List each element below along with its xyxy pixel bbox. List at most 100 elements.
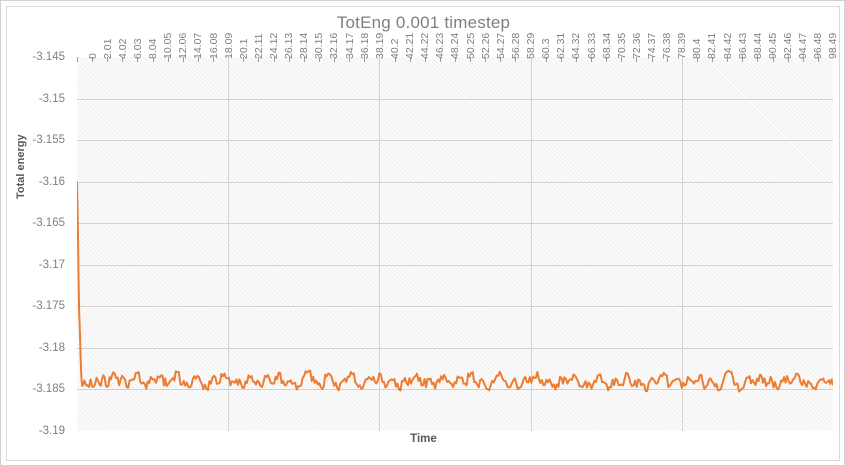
x-tick-mark [153,57,154,62]
x-tick-mark [213,57,214,62]
x-tick-mark [621,57,622,62]
x-tick-label: 76.38 [661,32,674,59]
x-tick-label: 4.02 [116,38,129,59]
y-tick-label: -3.165 [32,217,65,230]
x-tick-label: 48.24 [449,32,462,59]
gridline-horizontal [77,348,833,349]
x-tick-mark [198,57,199,62]
x-tick-label: 12.06 [177,32,190,59]
gridline-horizontal [77,223,833,224]
x-tick-mark [289,57,290,62]
y-tick-label: -3.145 [32,51,65,63]
y-tick-label: -3.17 [38,258,65,271]
x-tick-label: 2.01 [101,38,114,59]
x-tick-label: 72.36 [630,32,643,59]
x-tick-mark [122,57,123,62]
x-tick-label: 32.16 [328,32,341,59]
x-tick-label: 66.33 [585,32,598,59]
x-tick-label: 10.05 [162,32,175,59]
gridline-vertical [531,57,532,431]
x-tick-mark [137,57,138,62]
y-tick-label: -3.16 [38,175,65,188]
x-tick-mark [652,57,653,62]
x-tick-mark [107,57,108,62]
x-tick-mark [319,57,320,62]
x-tick-mark [92,57,93,62]
x-tick-label: 8.04 [147,38,160,59]
x-tick-label: 80.4 [691,38,704,59]
x-tick-mark [712,57,713,62]
x-tick-mark [803,57,804,62]
x-tick-label: 60.3 [540,38,553,59]
x-tick-mark [636,57,637,62]
x-tick-mark [455,57,456,62]
x-tick-label: 88.44 [751,32,764,59]
x-tick-label: 58.29 [525,32,538,59]
x-tick-label: 90.45 [766,32,779,59]
x-tick-label: 40.2 [388,38,401,59]
x-tick-label: 46.23 [434,32,447,59]
x-tick-label: 64.32 [570,32,583,59]
x-tick-mark [470,57,471,62]
x-tick-label: 52.26 [479,32,492,59]
chart-title: TotEng 0.001 timestep [336,13,511,32]
x-tick-label: 18.09 [222,32,235,59]
x-tick-mark [788,57,789,62]
x-tick-mark [485,57,486,62]
x-tick-label: 74.37 [646,32,658,59]
x-tick-mark [727,57,728,62]
x-tick-label: 22.11 [252,33,265,60]
x-tick-label: 26.13 [283,32,296,59]
x-tick-label: 84.42 [721,32,734,59]
gridline-horizontal [77,389,833,390]
gridline-horizontal [77,306,833,307]
y-tick-label: -3.185 [32,383,65,396]
x-tick-mark [77,57,78,62]
x-tick-mark [334,57,335,62]
x-tick-mark [697,57,698,62]
x-tick-mark [183,57,184,62]
x-tick-mark [757,57,758,62]
gridline-horizontal [77,99,833,100]
gridline-vertical [228,57,229,431]
x-tick-mark [410,57,411,62]
x-tick-mark [742,57,743,62]
x-tick-mark [425,57,426,62]
x-tick-label: 38.19 [373,32,386,59]
x-tick-label: 92.46 [782,32,795,59]
gridline-vertical [682,57,683,431]
x-tick-label: 96.48 [812,32,825,59]
x-tick-label: 42.21 [404,32,417,59]
gridline-horizontal [77,140,833,141]
x-axis: 0 2.01 4.02 6.03 8.04 10.05 12.06 14.07 16.08 18.… [77,33,840,101]
x-tick-label: 30.15 [313,32,326,59]
x-tick-mark [606,57,607,62]
x-tick-label: 98.49 [827,32,840,59]
series-toteng [77,181,833,393]
x-tick-mark [667,57,668,62]
y-tick-label: -3.19 [38,425,65,437]
x-tick-label: 50.25 [464,32,477,59]
x-tick-mark [500,57,501,62]
x-tick-label: 6.03 [131,38,144,59]
gridline-vertical [379,57,380,431]
x-tick-mark [591,57,592,62]
x-tick-label: 56.28 [509,32,522,59]
x-tick-mark [243,57,244,62]
x-tick-mark [274,57,275,62]
series-line-toteng [77,181,833,393]
x-tick-mark [440,57,441,62]
y-tick-label: -3.175 [32,300,65,313]
x-tick-label: 34.17 [343,32,356,59]
plot-area [77,57,833,431]
x-tick-mark [546,57,547,62]
x-tick-mark [515,57,516,62]
x-tick-label: 68.34 [600,32,613,59]
x-tick-mark [773,57,774,62]
x-tick-label: 94.47 [797,32,810,59]
y-tick-label: -3.18 [38,341,65,354]
x-tick-mark [364,57,365,62]
x-tick-label: 14.07 [192,32,205,59]
y-tick-label: -3.155 [32,134,65,147]
x-tick-label: 78.39 [676,32,689,59]
